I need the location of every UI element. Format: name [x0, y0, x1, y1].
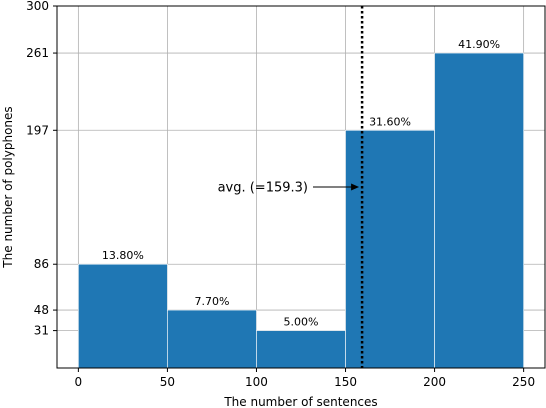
- y-tick-label: 261: [26, 46, 49, 60]
- x-tick-label: 250: [512, 375, 535, 389]
- bar-2: [167, 309, 257, 369]
- y-tick-label: 86: [34, 257, 49, 271]
- bar-value-label: 13.80%: [102, 249, 144, 262]
- y-tick-label: 48: [34, 303, 49, 317]
- bar-value-label: 31.60%: [369, 115, 411, 128]
- x-tick-label: 200: [423, 375, 446, 389]
- y-tick-label: 300: [26, 0, 49, 13]
- bars: [78, 52, 524, 369]
- x-tick-label: 0: [75, 375, 83, 389]
- bar-value-label: 41.90%: [458, 38, 500, 51]
- x-tick-label: 100: [245, 375, 268, 389]
- bar-4: [345, 129, 435, 369]
- x-tick-label: 50: [160, 375, 175, 389]
- bar-1: [78, 263, 168, 369]
- bar-value-label: 7.70%: [194, 295, 229, 308]
- plot-frame: [56, 5, 546, 369]
- y-tick-label: 197: [26, 123, 49, 137]
- bar-value-label: 5.00%: [284, 316, 319, 329]
- y-axis-title: The number of polyphones: [1, 106, 15, 268]
- bar-3: [256, 330, 346, 369]
- annotation-arrowhead: [351, 183, 360, 191]
- average-annotation: avg. (=159.3): [218, 181, 308, 196]
- bar-5: [434, 52, 524, 369]
- x-tick-label: 150: [334, 375, 357, 389]
- y-tick-label: 31: [34, 324, 49, 338]
- x-axis-title: The number of sentences: [223, 395, 377, 408]
- annotation: avg. (=159.3): [218, 181, 360, 196]
- axis-ticks: 0 50 100 150 200 250 31 48 86 197 261 300: [26, 0, 535, 389]
- bar-labels: 13.80% 7.70% 5.00% 31.60% 41.90%: [102, 38, 500, 329]
